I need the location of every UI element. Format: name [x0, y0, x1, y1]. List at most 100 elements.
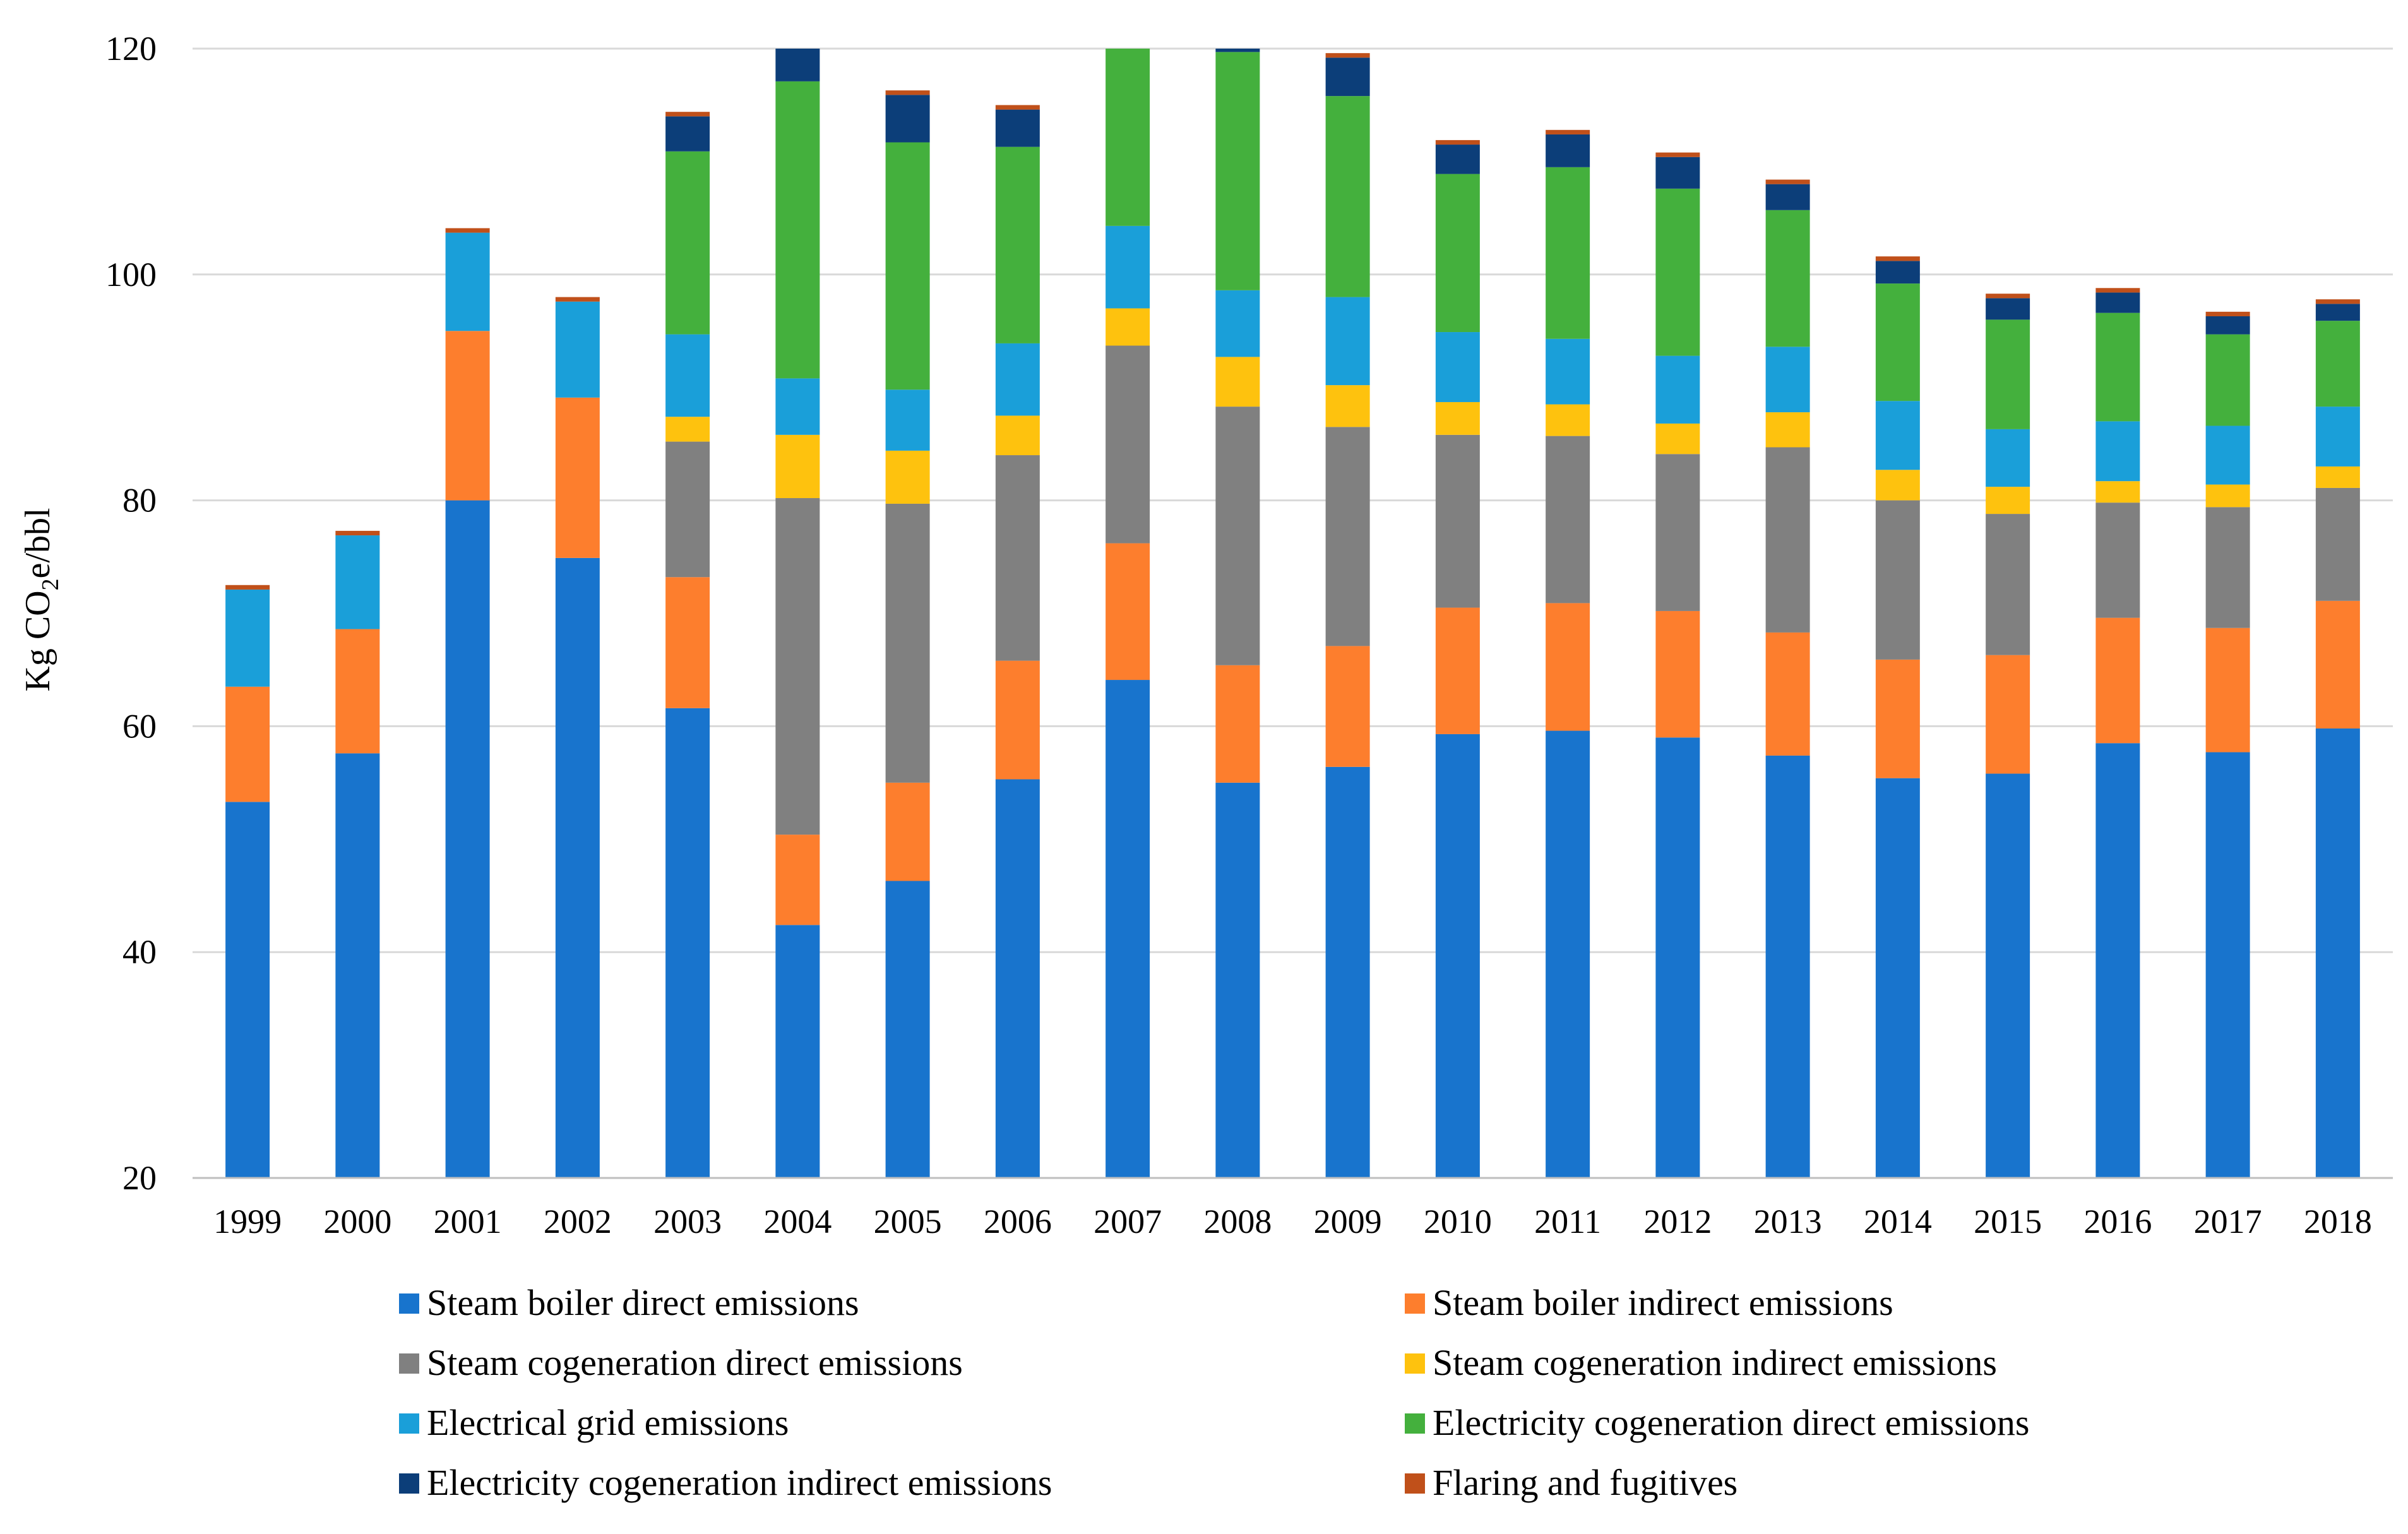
x-tick-label: 2011: [1534, 1203, 1601, 1240]
bar-segment: [2205, 425, 2250, 485]
y-tick-label: 20: [122, 1159, 157, 1197]
x-tick-label: 2001: [434, 1203, 502, 1240]
bar-segment: [995, 109, 1040, 147]
bar-segment: [995, 105, 1040, 110]
bar-segment: [1875, 470, 1920, 501]
bar-segment: [665, 441, 710, 578]
legend-swatch: [399, 1413, 419, 1434]
bar-segment: [1546, 167, 1590, 339]
bar-segment: [885, 503, 930, 783]
bar-segment: [2205, 507, 2250, 628]
bar-segment: [1875, 659, 1920, 778]
bar-segment: [225, 686, 270, 802]
bar-segment: [1546, 338, 1590, 405]
bar-segment: [775, 81, 820, 379]
bar-segment: [2315, 407, 2360, 467]
bar-segment: [1435, 332, 1480, 402]
bar-segment: [1106, 49, 1150, 226]
bar-segment: [335, 530, 380, 536]
bar-segment: [995, 415, 1040, 456]
bar-segment: [1655, 152, 1700, 157]
y-tick-label: 120: [105, 30, 157, 68]
bar-segment: [1655, 423, 1700, 455]
bar-segment: [1106, 543, 1150, 681]
bar-segment: [665, 112, 710, 117]
bar-segment: [1546, 134, 1590, 167]
bar-segment: [2095, 743, 2140, 1178]
bar-segment: [1655, 737, 1700, 1178]
y-tick-label: 40: [122, 933, 157, 971]
bar-segment: [2315, 321, 2360, 407]
bar-segment: [1106, 680, 1150, 1178]
bar-segment: [335, 629, 380, 754]
legend-label: Steam cogeneration indirect emissions: [1433, 1342, 1997, 1383]
bar-segment: [1765, 179, 1810, 184]
bar-segment: [555, 301, 600, 398]
bar-segment: [1325, 297, 1370, 386]
bar-segment: [335, 535, 380, 629]
x-tick-label: 2008: [1203, 1203, 1272, 1240]
bar-segment: [2205, 484, 2250, 508]
bar-segment: [1546, 436, 1590, 603]
bar-segment: [1435, 434, 1480, 608]
bar-segment: [2205, 627, 2250, 752]
bar-segment: [1215, 782, 1260, 1178]
legend-swatch: [399, 1293, 419, 1314]
bar-segment: [1655, 157, 1700, 189]
legend-label: Electrical grid emissions: [427, 1402, 789, 1443]
x-tick-label: 2003: [653, 1203, 722, 1240]
x-tick-label: 2000: [323, 1203, 391, 1240]
bar-segment: [2205, 334, 2250, 426]
bar-segment: [1325, 646, 1370, 767]
bar-segment: [445, 232, 490, 331]
bar-segment: [1655, 355, 1700, 424]
bar-segment: [2315, 304, 2360, 321]
bar-segment: [1986, 294, 2030, 299]
bar-segment: [225, 802, 270, 1178]
bar-segment: [995, 146, 1040, 343]
bar-segment: [225, 585, 270, 590]
bar-segment: [775, 378, 820, 435]
legend-swatch: [1405, 1473, 1425, 1494]
bars: [225, 49, 2360, 1178]
legend-swatch: [399, 1473, 419, 1494]
legend-swatch: [1405, 1293, 1425, 1314]
x-tick-label: 2009: [1314, 1203, 1382, 1240]
bar-segment: [1986, 429, 2030, 487]
bar-segment: [1765, 755, 1810, 1178]
bar-segment: [1435, 734, 1480, 1178]
bar-segment: [2095, 481, 2140, 503]
x-tick-label: 2012: [1643, 1203, 1712, 1240]
bar-segment: [1986, 514, 2030, 655]
axes: 20 40 60 80 100 120 1999 2000 2001 2002 2003 2004 20…: [105, 30, 2393, 1240]
bar-segment: [445, 228, 490, 233]
bar-segment: [1655, 454, 1700, 611]
x-tick-label: 2005: [874, 1203, 942, 1240]
bar-segment: [1435, 140, 1480, 145]
legend-swatch: [1405, 1353, 1425, 1374]
bar-segment: [1215, 357, 1260, 407]
x-tick-label: 2002: [544, 1203, 612, 1240]
bar-segment: [1765, 447, 1810, 633]
bar-segment: [1106, 225, 1150, 309]
bar-segment: [2095, 292, 2140, 313]
bar-segment: [555, 557, 600, 1178]
bar-segment: [1546, 404, 1590, 436]
bar-segment: [885, 782, 930, 881]
x-tick-label: 2016: [2083, 1203, 2152, 1240]
bar-segment: [2095, 617, 2140, 744]
bar-segment: [995, 779, 1040, 1178]
bar-segment: [1215, 49, 1260, 52]
bar-segment: [2315, 299, 2360, 304]
bar-segment: [885, 389, 930, 451]
x-tick-label: 2018: [2304, 1203, 2372, 1240]
bar-segment: [555, 297, 600, 302]
bar-segment: [2205, 752, 2250, 1178]
x-tick-label: 2007: [1094, 1203, 1162, 1240]
bar-segment: [1106, 308, 1150, 346]
bar-segment: [2095, 421, 2140, 482]
legend-swatch: [399, 1353, 419, 1374]
bar-segment: [2315, 728, 2360, 1178]
bar-segment: [445, 500, 490, 1178]
bar-segment: [225, 589, 270, 687]
